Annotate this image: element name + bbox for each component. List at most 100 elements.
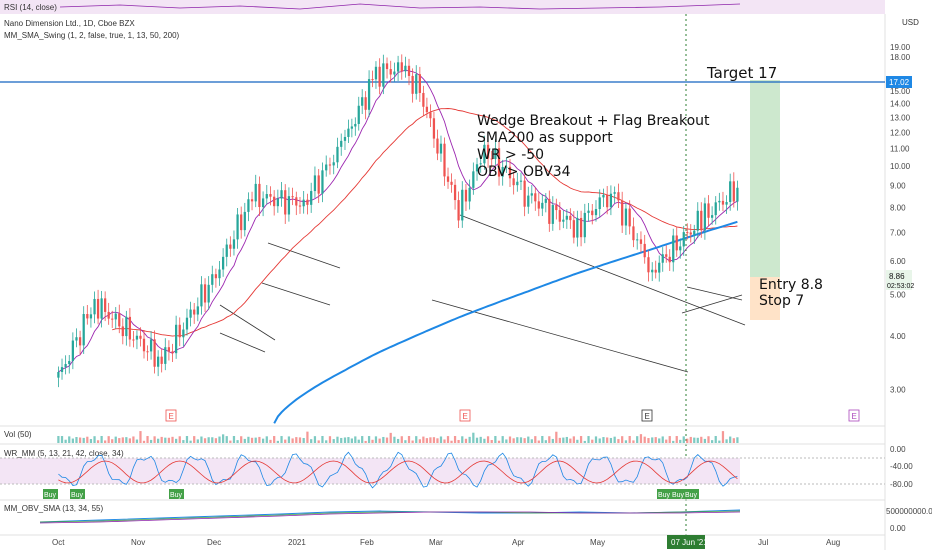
volume-bar: [200, 436, 203, 443]
volume-bar: [534, 436, 537, 443]
candle-body: [617, 192, 620, 201]
candle-body: [385, 63, 389, 70]
candle-body: [490, 158, 493, 160]
volume-bar: [250, 437, 254, 443]
volume-bar: [661, 436, 664, 443]
candle-body: [632, 226, 635, 241]
earnings-marker-text: E: [645, 412, 650, 421]
candle-body: [374, 66, 378, 80]
volume-bar: [461, 436, 464, 443]
volume-bar: [679, 439, 682, 443]
candle-body: [404, 65, 407, 72]
date-badge: [667, 535, 705, 549]
candle-body: [371, 79, 374, 81]
candle-body: [475, 164, 479, 172]
volume-bar: [68, 436, 71, 443]
volume-bar: [93, 436, 96, 443]
volume-bar: [429, 437, 432, 443]
candle-body: [185, 317, 189, 330]
setup-line-2: SMA200 as support: [477, 130, 613, 146]
obv-sma-slow-line: [39, 511, 741, 524]
volume-bar: [189, 440, 192, 443]
candle-body: [472, 171, 475, 188]
candle-body: [446, 176, 450, 182]
volume-bar: [276, 440, 279, 443]
volume-bar: [340, 437, 343, 443]
candle-body: [243, 211, 246, 231]
candle-body: [668, 256, 671, 263]
candle-body: [175, 324, 178, 354]
volume-bar: [501, 436, 504, 443]
volume-bar: [665, 439, 668, 443]
volume-bar: [565, 436, 568, 443]
candle-body: [457, 200, 460, 221]
candle-body: [665, 254, 668, 257]
candle-body: [269, 194, 272, 197]
volume-bar: [149, 439, 153, 443]
volume-bar: [639, 434, 643, 443]
volume-bar: [207, 437, 210, 443]
candle-body: [250, 199, 254, 202]
volume-bar: [537, 440, 540, 443]
candle-body: [501, 167, 504, 177]
volume-bar: [594, 436, 598, 443]
candle-body: [225, 244, 228, 257]
volume-bar: [382, 436, 385, 443]
candle-body: [273, 196, 276, 207]
volume-bar: [404, 440, 407, 443]
candle-body: [710, 215, 714, 218]
buy-signals: Buy Buy Buy Buy Buy Buy: [43, 489, 699, 499]
price-tick-label: 13.00: [890, 113, 911, 122]
volume-bar: [232, 436, 236, 443]
candle-body: [516, 181, 519, 186]
candle-body: [232, 239, 236, 249]
volume-bar: [89, 439, 93, 443]
candle-body: [534, 193, 537, 202]
volume-bar: [555, 431, 558, 443]
candle-body: [196, 306, 199, 315]
volume-bar: [562, 437, 565, 443]
price-tick-label: 8.00: [890, 204, 906, 213]
candle-body: [468, 187, 471, 202]
candle-body: [576, 217, 579, 238]
volume-bar: [497, 440, 501, 443]
candle-body: [336, 146, 339, 163]
volume-bar: [606, 437, 609, 443]
candle-body: [93, 298, 96, 315]
candle-body: [624, 208, 628, 226]
buy-badge-text: Buy: [685, 492, 698, 499]
volume-bar: [269, 439, 272, 443]
price-axis: 19.0018.0016.0015.0014.0013.0012.0011.00…: [890, 43, 911, 394]
candle-body: [321, 170, 324, 194]
candle-body: [258, 183, 261, 207]
candle-body: [703, 203, 707, 231]
volume-bar: [218, 436, 221, 443]
target-price-badge: [886, 76, 912, 88]
volume-bar: [164, 437, 167, 443]
volume-bar: [446, 436, 450, 443]
volume-bar: [175, 438, 178, 443]
candle-body: [364, 97, 367, 110]
candle-body: [544, 198, 547, 203]
entry-annotation: Entry 8.8: [759, 277, 823, 293]
candle-body: [647, 257, 650, 273]
volume-bar: [185, 436, 189, 443]
time-tick-label: Aug: [826, 538, 840, 547]
price-tick-label: 3.00: [890, 385, 906, 394]
volume-bar: [153, 436, 156, 443]
candle-body: [214, 274, 218, 279]
time-tick-label: Apr: [512, 538, 525, 547]
volume-bar: [357, 439, 360, 443]
volume-bar: [295, 437, 298, 443]
candle-body: [555, 205, 558, 211]
volume-bar: [551, 438, 554, 443]
candle-body: [298, 205, 302, 207]
volume-bar: [171, 436, 174, 443]
volume-bar: [516, 437, 519, 443]
sma-indicator-label: MM_SMA_Swing (1, 2, false, true, 1, 13, …: [4, 31, 180, 40]
time-tick-label: Nov: [131, 538, 145, 547]
candle-body: [718, 200, 721, 203]
candle-body: [57, 372, 60, 378]
candle-body: [207, 284, 210, 303]
